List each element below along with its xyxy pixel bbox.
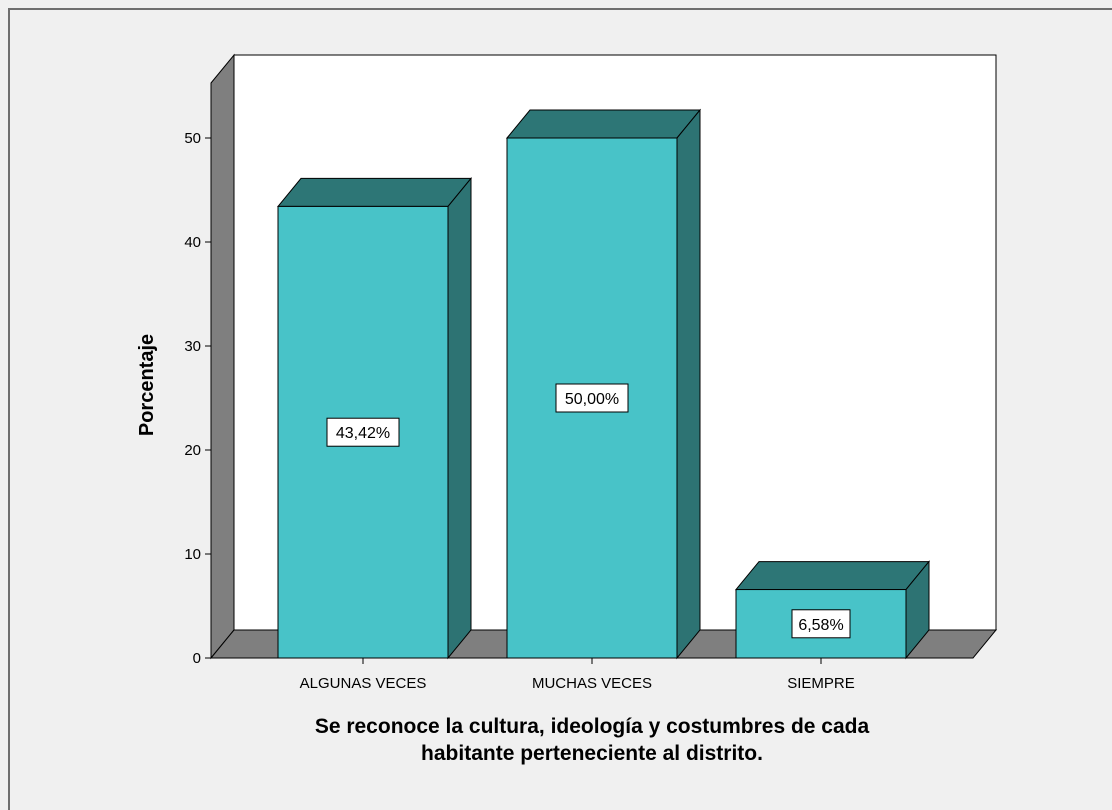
y-tick-label: 40: [184, 234, 201, 251]
y-tick-label: 0: [193, 650, 201, 667]
x-axis-title-line-1: Se reconoce la cultura, ideología y cost…: [315, 715, 870, 738]
bar-side: [676, 108, 701, 660]
bar-top: [734, 561, 931, 591]
y-tick-label: 50: [184, 130, 201, 147]
bar-1: 43,42%: [276, 177, 473, 660]
y-axis-title: Porcentaje: [136, 334, 158, 436]
y-tick-label: 30: [184, 338, 201, 355]
y-tick-label: 20: [184, 442, 201, 459]
x-axis-title-line-2: habitante perteneciente al distrito.: [421, 742, 763, 765]
y-tick-label: 10: [184, 546, 201, 563]
data-label-box: [791, 609, 851, 639]
bar-2: 50,00%: [505, 108, 702, 660]
data-label-box: [555, 383, 629, 413]
x-tick-label: ALGUNAS VECES: [300, 675, 427, 692]
side-wall: [210, 53, 235, 660]
bar-top: [276, 177, 473, 207]
y-axis: 0 10 20 30 40 50: [184, 83, 212, 667]
x-axis: ALGUNAS VECES MUCHAS VECES SIEMPRE: [211, 657, 973, 692]
data-label: 43,42%: [336, 425, 390, 442]
bar-top: [505, 109, 702, 139]
x-tick-label: MUCHAS VECES: [532, 675, 652, 692]
x-tick-label: SIEMPRE: [787, 675, 855, 692]
data-label: 6,58%: [798, 617, 843, 634]
data-label-box: [326, 417, 400, 447]
data-label: 50,00%: [565, 391, 619, 408]
bar-side: [447, 177, 472, 660]
bar-3: 6,58%: [734, 560, 931, 660]
